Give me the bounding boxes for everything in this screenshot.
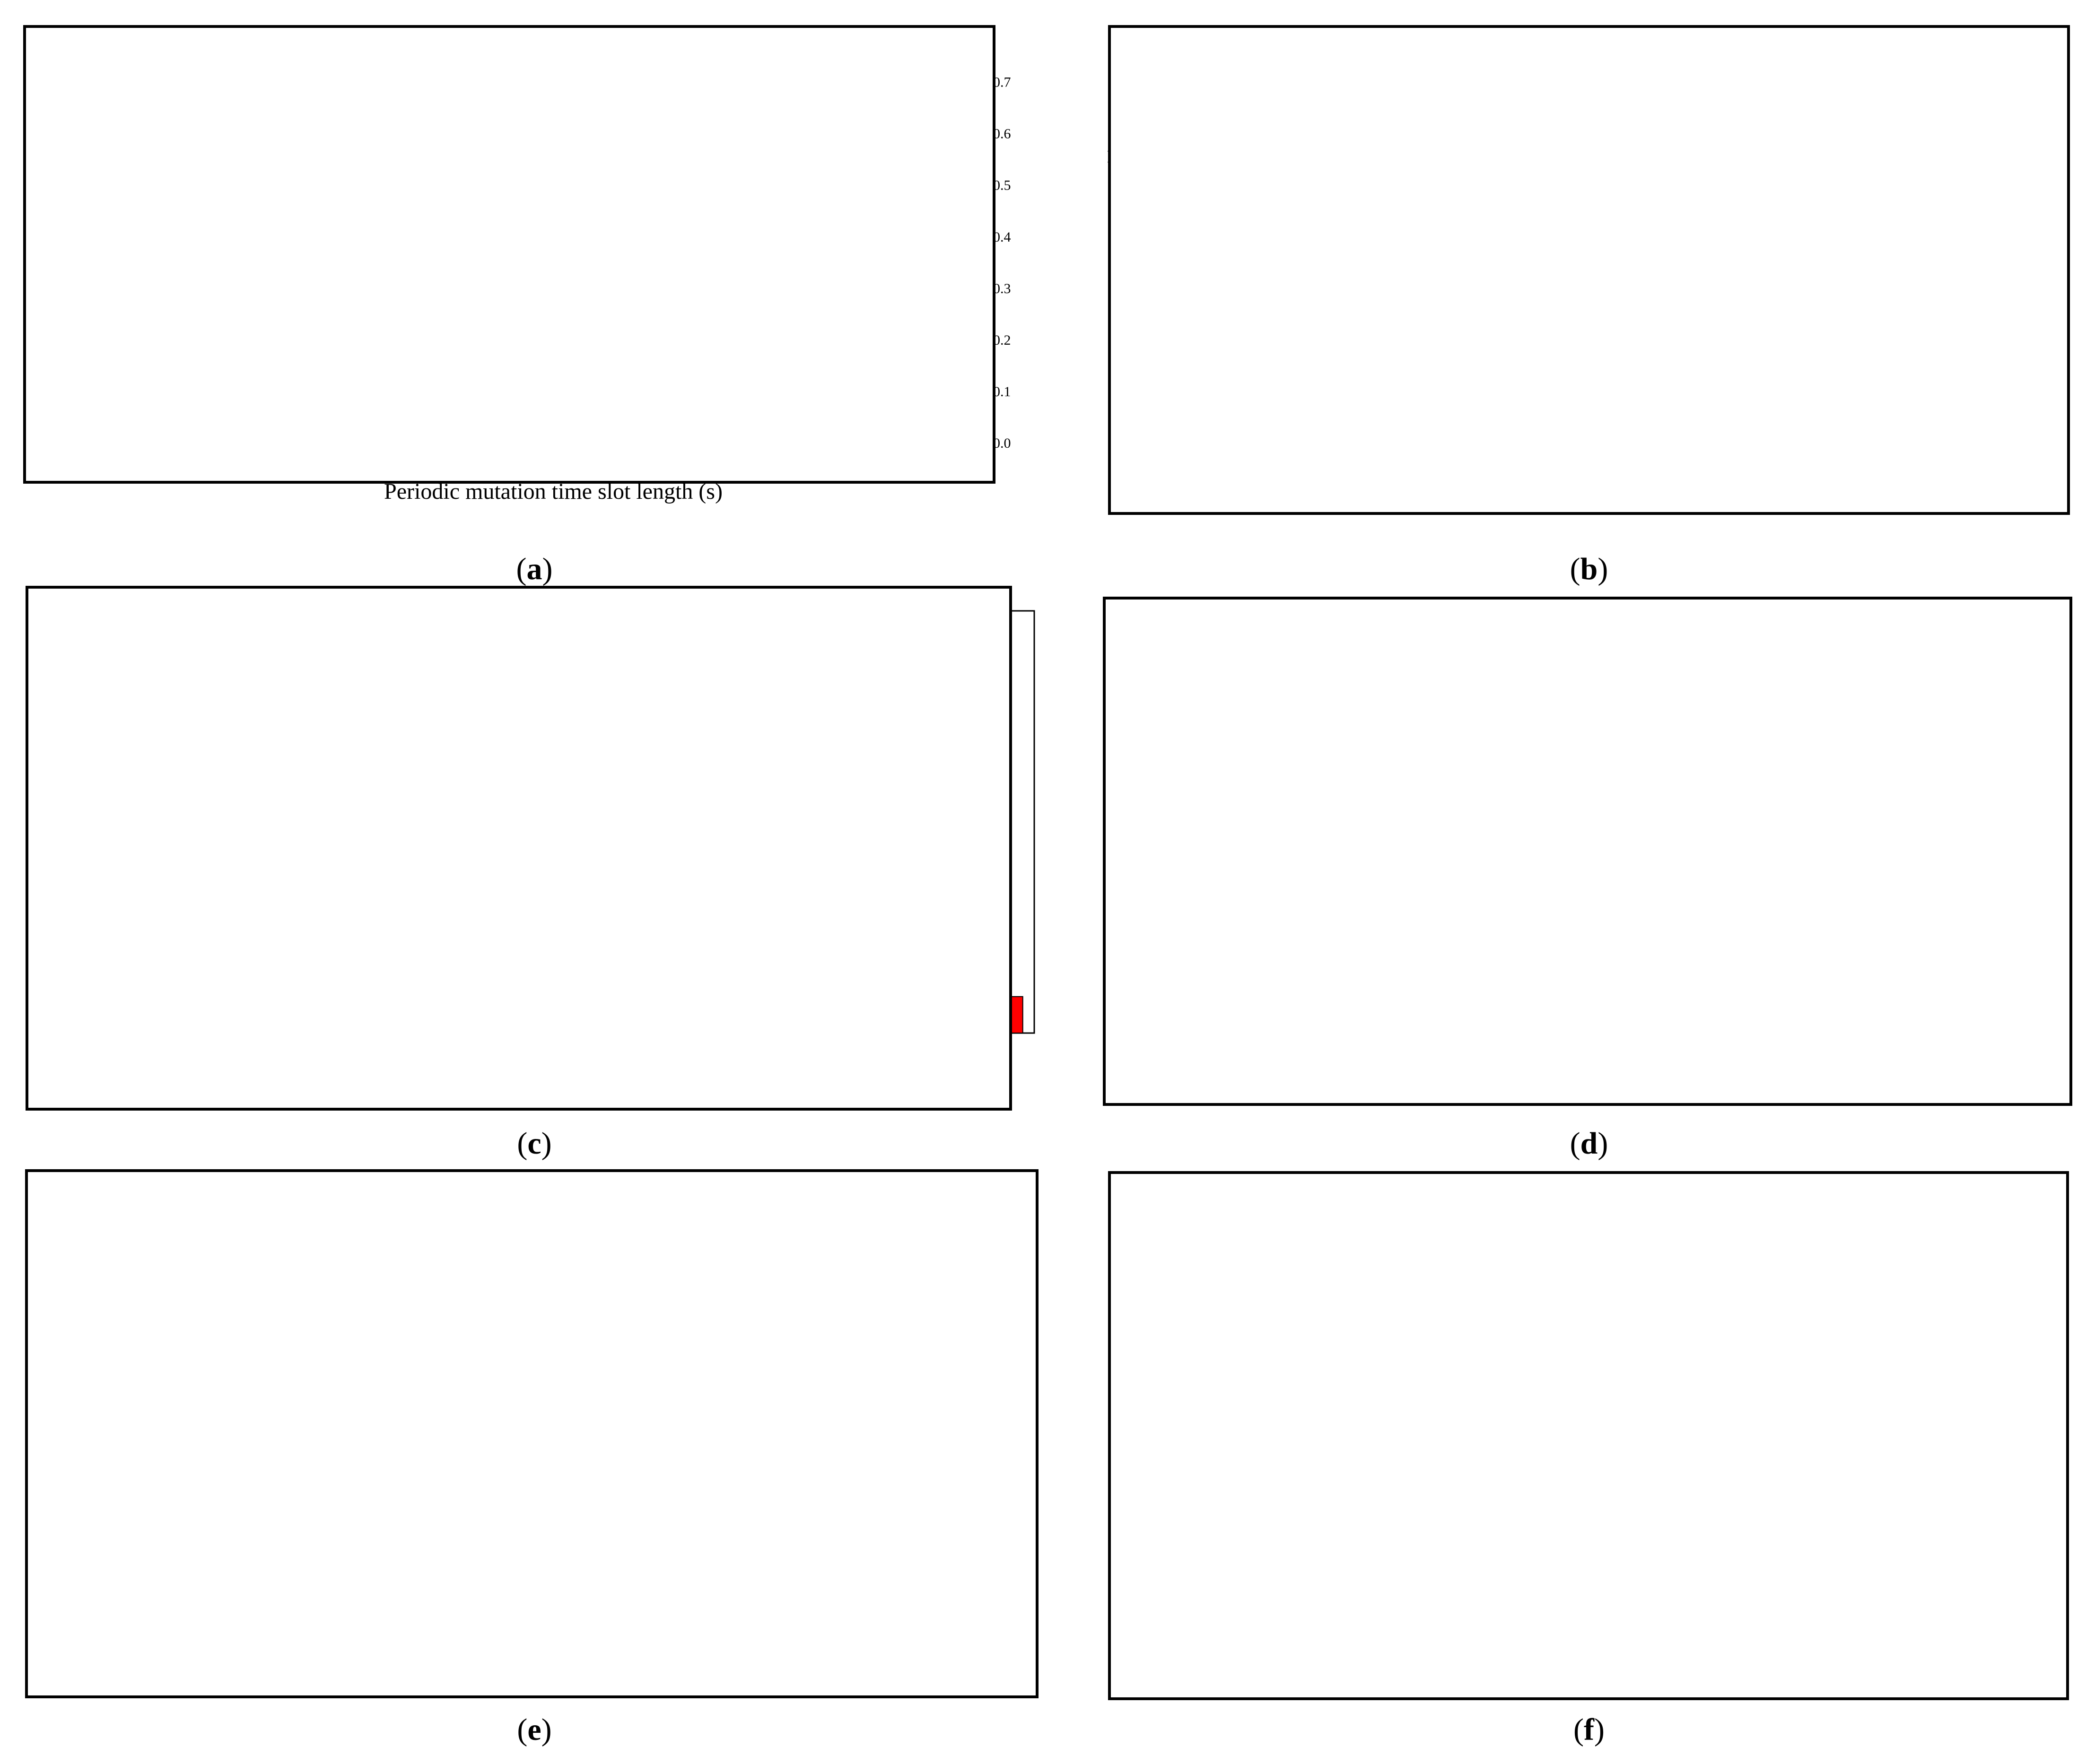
panel-d-frame — [1103, 597, 2072, 1106]
y2-tick-label: 0.6 — [993, 126, 1011, 142]
y2-tick-label: 0.0 — [993, 435, 1011, 451]
caption-close: ) — [542, 552, 553, 586]
y2-tick-label: 0.7 — [993, 75, 1011, 90]
y2-tick-label: 0.3 — [993, 281, 1011, 296]
caption-letter: d — [1580, 1126, 1598, 1161]
caption-open: ( — [1570, 552, 1580, 586]
caption-letter: f — [1584, 1712, 1595, 1747]
panel-a-frame — [23, 25, 995, 484]
caption-f: (f) — [1573, 1712, 1605, 1747]
caption-open: ( — [517, 1712, 527, 1747]
y2-tick-label: 0.4 — [993, 229, 1011, 245]
caption-open: ( — [1573, 1712, 1584, 1747]
caption-c: (c) — [517, 1126, 551, 1161]
y2-tick-label: 0.2 — [993, 332, 1011, 348]
caption-close: ) — [541, 1126, 552, 1161]
y2-tick-label: 0.1 — [993, 384, 1011, 400]
caption-e: (e) — [517, 1712, 551, 1747]
panel-b-frame — [1108, 25, 2070, 515]
caption-open: ( — [517, 1126, 527, 1161]
caption-open: ( — [516, 552, 527, 586]
caption-letter: a — [527, 552, 542, 586]
caption-close: ) — [1597, 552, 1608, 586]
panel-c-frame — [26, 586, 1012, 1111]
caption-letter: c — [527, 1126, 541, 1161]
caption-close: ) — [1594, 1712, 1605, 1747]
caption-close: ) — [541, 1712, 552, 1747]
panel-f-frame — [1108, 1171, 2069, 1700]
panel-e-frame — [25, 1169, 1039, 1698]
caption-open: ( — [1570, 1126, 1580, 1161]
caption-close: ) — [1597, 1126, 1608, 1161]
caption-letter: b — [1580, 552, 1598, 586]
y2-tick-label: 0.5 — [993, 178, 1011, 193]
caption-letter: e — [527, 1712, 541, 1747]
caption-d: (d) — [1570, 1126, 1608, 1161]
caption-a: (a) — [516, 552, 553, 586]
caption-b: (b) — [1570, 552, 1608, 586]
